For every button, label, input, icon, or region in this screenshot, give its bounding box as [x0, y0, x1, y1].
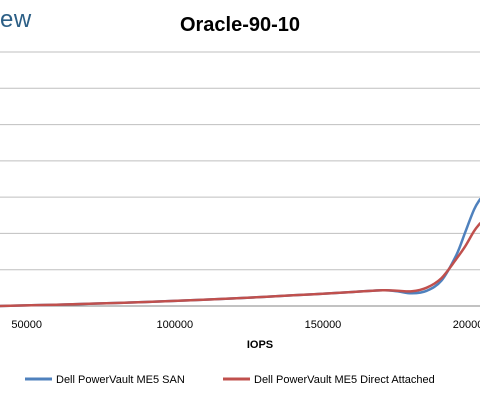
legend: Dell PowerVault ME5 SAN Dell PowerVault M… — [25, 374, 435, 386]
x-tick-label: 200000 — [453, 319, 480, 331]
brand-logo-text: ew — [0, 6, 32, 33]
x-axis-title: IOPS — [247, 339, 273, 351]
series-lines — [0, 198, 480, 308]
legend-label-2: Dell PowerVault ME5 Direct Attached — [254, 374, 435, 386]
legend-label-1: Dell PowerVault ME5 SAN — [56, 374, 185, 386]
x-tick-label: 150000 — [305, 319, 342, 331]
series-line-2 — [0, 222, 480, 308]
series-line-1 — [0, 198, 480, 308]
chart-title: Oracle-90-10 — [179, 14, 301, 36]
x-tick-label: 100000 — [156, 319, 193, 331]
x-tick-labels: 50000 100000 150000 200000 — [11, 319, 480, 331]
gridlines — [0, 51, 480, 307]
x-tick-label: 50000 — [11, 319, 42, 331]
